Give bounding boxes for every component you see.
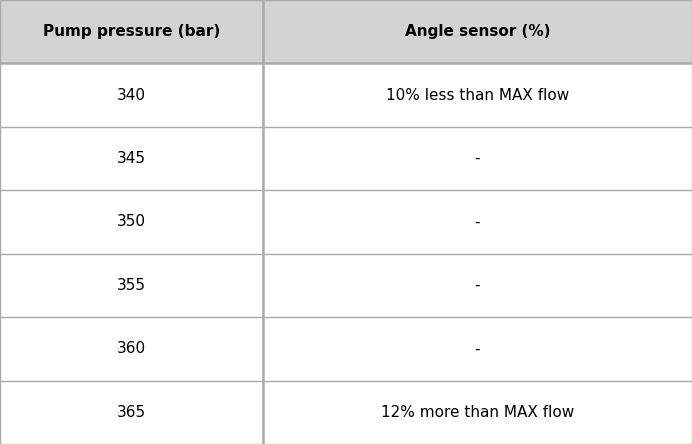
Text: -: - xyxy=(475,341,480,357)
Text: Pump pressure (bar): Pump pressure (bar) xyxy=(43,24,220,39)
Bar xyxy=(263,0,692,63)
Text: -: - xyxy=(475,151,480,166)
Bar xyxy=(0,317,263,381)
Text: Angle sensor (%): Angle sensor (%) xyxy=(405,24,550,39)
Text: 350: 350 xyxy=(117,214,146,230)
Text: 12% more than MAX flow: 12% more than MAX flow xyxy=(381,405,574,420)
Bar xyxy=(263,63,692,127)
Text: 355: 355 xyxy=(117,278,146,293)
Text: -: - xyxy=(475,278,480,293)
Text: 360: 360 xyxy=(117,341,146,357)
Text: 10% less than MAX flow: 10% less than MAX flow xyxy=(386,87,569,103)
Bar xyxy=(263,254,692,317)
Bar xyxy=(263,317,692,381)
Bar xyxy=(263,190,692,254)
Bar xyxy=(263,381,692,444)
Bar xyxy=(0,254,263,317)
Text: 345: 345 xyxy=(117,151,146,166)
Bar xyxy=(0,0,263,63)
Text: -: - xyxy=(475,214,480,230)
Bar xyxy=(0,381,263,444)
Text: 340: 340 xyxy=(117,87,146,103)
Bar xyxy=(0,127,263,190)
Bar xyxy=(263,127,692,190)
Text: 365: 365 xyxy=(117,405,146,420)
Bar xyxy=(0,63,263,127)
Bar xyxy=(0,190,263,254)
